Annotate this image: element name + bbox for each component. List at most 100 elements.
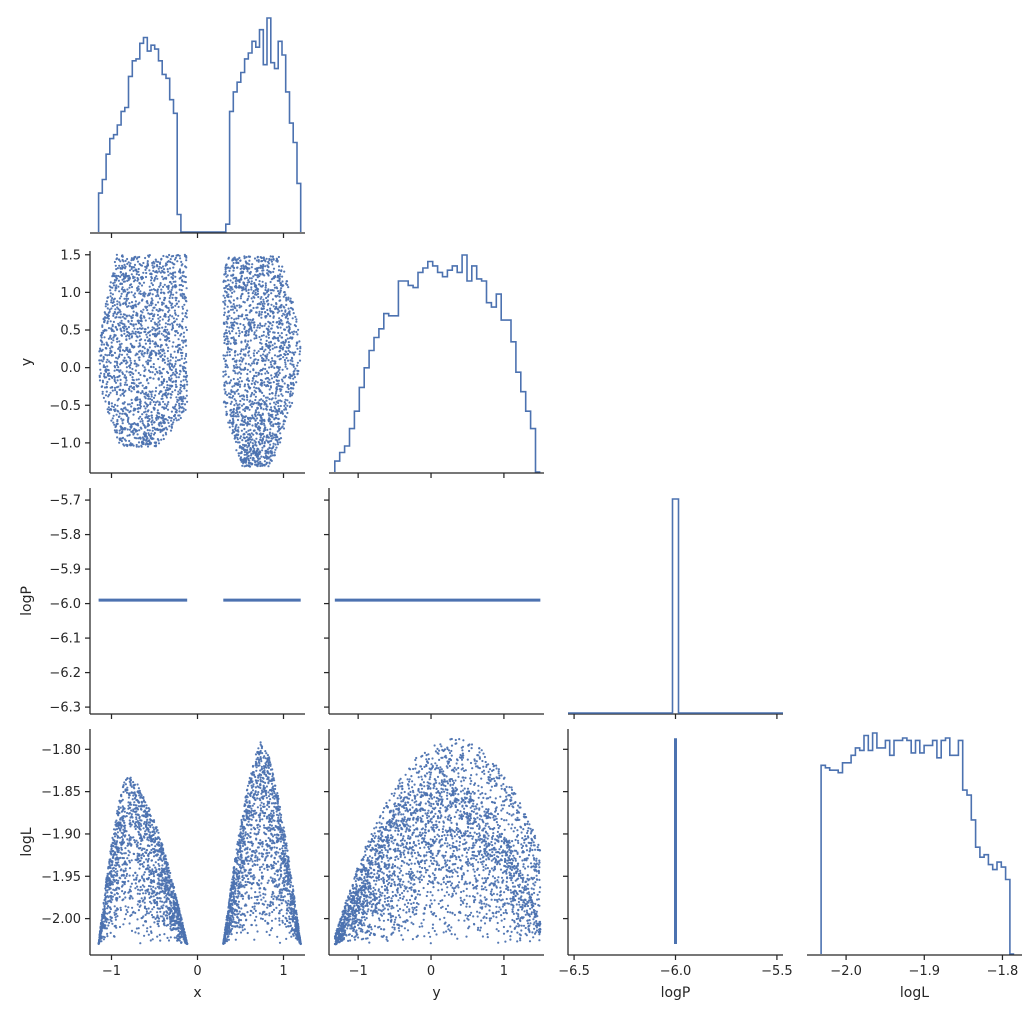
scatter-point — [269, 455, 272, 458]
scatter-point — [257, 373, 260, 376]
scatter-point — [185, 380, 189, 383]
scatter-point — [240, 274, 243, 277]
scatter-point — [136, 327, 139, 331]
scatter-point — [277, 382, 280, 385]
scatter-point — [160, 288, 163, 291]
scatter-point — [295, 320, 298, 323]
scatter-point — [170, 880, 173, 883]
scatter-point — [151, 326, 154, 329]
scatter-point — [122, 870, 125, 873]
scatter-point — [164, 322, 167, 325]
scatter-point — [180, 289, 183, 292]
scatter-point — [284, 365, 287, 368]
scatter-point — [255, 444, 258, 447]
scatter-point — [139, 843, 142, 846]
scatter-point — [109, 295, 112, 298]
scatter-point — [155, 260, 158, 263]
scatter-point — [262, 334, 265, 337]
scatter-point — [166, 936, 169, 940]
scatter-point — [255, 402, 258, 405]
scatter-point — [134, 268, 137, 272]
scatter-point — [111, 325, 114, 328]
scatter-point — [116, 418, 119, 422]
row-logL-ytick-label: −1.80 — [41, 743, 81, 758]
scatter-point — [104, 353, 107, 356]
scatter-point — [181, 346, 184, 349]
scatter-point — [112, 374, 116, 378]
scatter-point — [241, 419, 244, 422]
scatter-point — [284, 398, 287, 401]
scatter-point — [226, 382, 229, 385]
scatter-point — [113, 304, 116, 307]
scatter-point — [288, 373, 291, 376]
scatter-point — [142, 261, 145, 265]
scatter-point — [223, 388, 226, 391]
scatter-point — [259, 338, 262, 341]
scatter-point — [155, 892, 159, 895]
scatter-point — [138, 255, 141, 259]
scatter-point — [139, 314, 142, 317]
scatter-point — [277, 394, 280, 397]
scatter-point — [265, 399, 268, 402]
scatter-point — [275, 286, 278, 289]
scatter-point — [182, 407, 185, 410]
scatter-point — [232, 410, 235, 414]
scatter-point — [272, 257, 275, 260]
scatter-point — [271, 365, 274, 368]
scatter-point — [130, 929, 134, 933]
scatter-point — [168, 253, 171, 257]
scatter-point — [151, 340, 154, 343]
scatter-point — [137, 273, 141, 276]
scatter-point — [287, 325, 290, 328]
scatter-point — [120, 831, 123, 834]
scatter-point — [270, 357, 274, 360]
scatter-point — [291, 401, 294, 405]
scatter-point — [116, 436, 119, 439]
scatter-point — [109, 908, 112, 911]
scatter-point — [185, 259, 188, 262]
scatter-point — [283, 358, 286, 362]
scatter-point — [139, 889, 142, 892]
scatter-point — [247, 354, 250, 357]
scatter-point — [150, 871, 153, 874]
scatter-point — [163, 298, 166, 301]
scatter-point — [296, 369, 299, 372]
scatter-point — [267, 420, 270, 423]
scatter-point — [129, 322, 132, 325]
scatter-point — [151, 293, 154, 296]
scatter-point — [124, 834, 127, 837]
scatter-point — [118, 925, 122, 929]
scatter-point — [106, 900, 110, 903]
scatter-point — [128, 302, 131, 305]
scatter-point — [169, 260, 172, 264]
scatter-point — [269, 340, 272, 343]
scatter-point — [151, 328, 154, 331]
scatter-point — [128, 428, 131, 431]
scatter-point — [168, 281, 172, 284]
scatter-point — [145, 907, 148, 911]
scatter-point — [141, 384, 144, 387]
scatter-point — [124, 381, 127, 384]
scatter-point — [175, 318, 178, 321]
scatter-point — [224, 299, 227, 302]
scatter-point — [261, 433, 264, 436]
scatter-point — [235, 390, 238, 393]
scatter-point — [179, 383, 182, 386]
scatter-point — [283, 376, 286, 379]
scatter-point — [237, 314, 240, 317]
scatter-point — [235, 304, 239, 307]
scatter-point — [253, 386, 256, 389]
scatter-point — [248, 280, 251, 284]
scatter-point — [228, 330, 231, 333]
scatter-point — [126, 414, 129, 418]
scatter-point — [169, 871, 172, 875]
scatter-point — [126, 838, 129, 841]
scatter-point — [167, 891, 170, 894]
scatter-point — [103, 311, 106, 314]
scatter-point — [175, 291, 178, 294]
scatter-point — [130, 267, 133, 270]
scatter-point — [261, 269, 264, 272]
scatter-point — [101, 381, 105, 384]
scatter-point — [261, 280, 264, 283]
scatter-point — [165, 396, 168, 399]
